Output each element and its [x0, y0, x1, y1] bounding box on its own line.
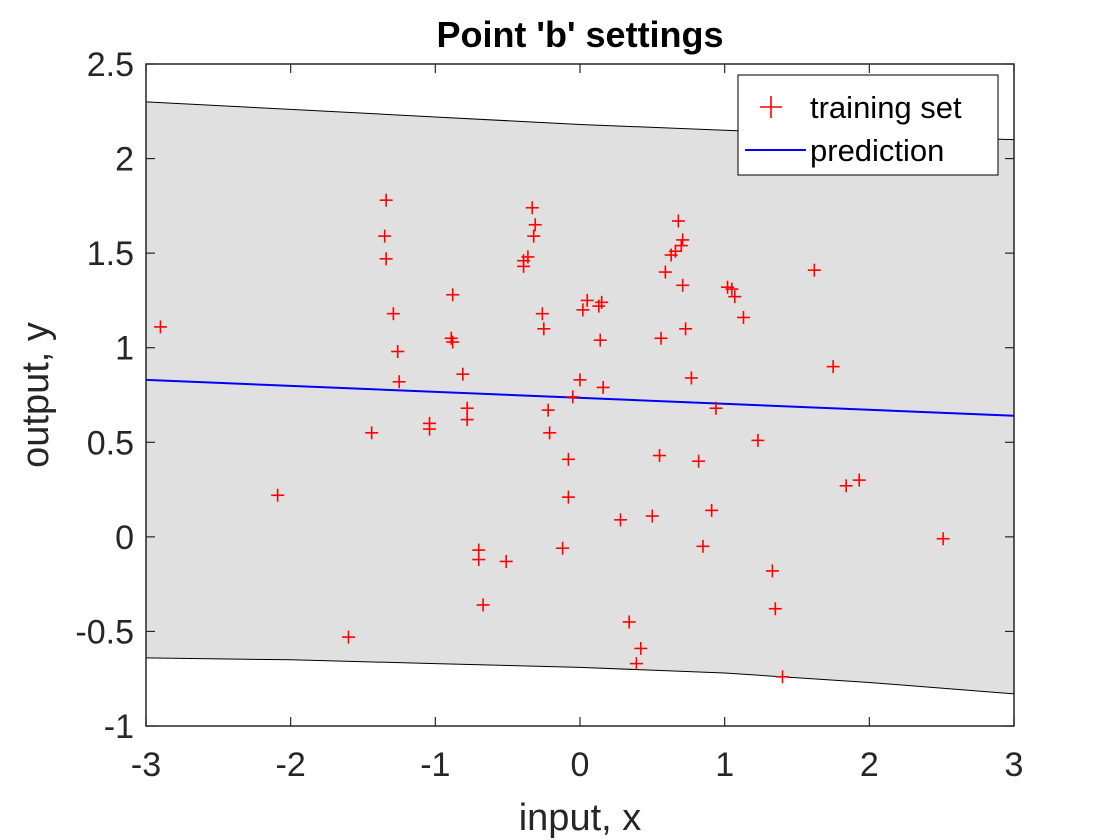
- training-point: [561, 452, 575, 466]
- training-point: [472, 553, 486, 567]
- training-point: [423, 422, 437, 436]
- training-point: [391, 344, 405, 358]
- training-point: [725, 282, 739, 296]
- legend-box: [737, 74, 999, 176]
- training-point: [446, 335, 460, 349]
- y-tick-label: 2: [115, 141, 134, 179]
- x-tick-label: 0: [571, 746, 590, 784]
- training-point: [629, 657, 643, 671]
- training-point: [271, 488, 285, 502]
- training-point: [378, 229, 392, 243]
- training-point: [521, 250, 535, 264]
- confidence-band-lower-edge: [145, 657, 1015, 695]
- training-point: [460, 413, 474, 427]
- training-point: [645, 509, 659, 523]
- x-tick-label: 3: [1005, 746, 1024, 784]
- training-point: [153, 320, 167, 334]
- training-point: [653, 449, 667, 463]
- y-axis-label: output, y: [15, 322, 57, 468]
- training-point: [736, 310, 750, 324]
- training-point: [705, 503, 719, 517]
- training-point: [839, 479, 853, 493]
- training-point: [696, 539, 710, 553]
- training-point: [936, 532, 950, 546]
- training-point: [593, 333, 607, 347]
- y-tick-label: -0.5: [75, 613, 134, 651]
- training-point: [573, 373, 587, 387]
- training-point: [634, 641, 648, 655]
- training-point: [392, 375, 406, 389]
- training-point: [676, 278, 690, 292]
- training-point: [537, 322, 551, 336]
- training-point: [654, 331, 668, 345]
- training-point: [765, 564, 779, 578]
- training-points-layer: [153, 193, 950, 684]
- training-point: [580, 293, 594, 307]
- y-tick-label: 1: [115, 330, 134, 368]
- training-point: [692, 454, 706, 468]
- x-tick-label: -3: [131, 746, 161, 784]
- training-point: [684, 371, 698, 385]
- x-tick-label: -2: [276, 746, 306, 784]
- training-point: [517, 259, 531, 273]
- training-point: [658, 265, 672, 279]
- training-point: [751, 433, 765, 447]
- x-tick-label: 2: [860, 746, 879, 784]
- training-point: [852, 473, 866, 487]
- training-point: [446, 288, 460, 302]
- training-point: [460, 401, 474, 415]
- training-point: [807, 263, 821, 277]
- training-point: [826, 360, 840, 374]
- training-point: [595, 295, 609, 309]
- training-point: [768, 602, 782, 616]
- legend: training set prediction: [737, 74, 999, 176]
- y-tick-label: 1.5: [87, 235, 134, 273]
- training-point: [622, 615, 636, 629]
- training-point: [709, 401, 723, 415]
- training-point: [668, 244, 682, 258]
- training-point: [528, 218, 542, 232]
- training-point: [386, 307, 400, 321]
- x-axis-label: input, x: [519, 797, 642, 839]
- chart-title: Point 'b' settings: [436, 14, 723, 55]
- training-point: [614, 513, 628, 527]
- training-point: [543, 426, 557, 440]
- x-tick-label: 1: [715, 746, 734, 784]
- training-point: [671, 214, 685, 228]
- training-point: [679, 322, 693, 336]
- training-point: [776, 670, 790, 684]
- training-point: [365, 426, 379, 440]
- training-point: [342, 630, 356, 644]
- training-point: [476, 598, 490, 612]
- training-point: [596, 380, 610, 394]
- training-point: [527, 229, 541, 243]
- legend-label-training-set: training set: [810, 90, 962, 125]
- training-point: [566, 390, 580, 404]
- y-tick-label: 0: [115, 519, 134, 557]
- training-point: [541, 403, 555, 417]
- y-tick-label: 2.5: [87, 46, 134, 84]
- axis-ticks-layer: -3 -2 -1 0 1 2 3 -1 -0.5 0 0.5 1 1.5 2 2.5: [75, 46, 1023, 784]
- training-point: [456, 367, 470, 381]
- training-point: [674, 239, 688, 253]
- training-point: [379, 252, 393, 266]
- training-point: [676, 233, 690, 247]
- training-point: [561, 490, 575, 504]
- legend-label-prediction: prediction: [810, 133, 944, 168]
- training-point: [556, 541, 570, 555]
- y-tick-label: 0.5: [87, 424, 134, 462]
- training-point: [535, 307, 549, 321]
- training-point: [728, 290, 742, 304]
- training-point: [499, 554, 513, 568]
- training-point: [379, 193, 393, 207]
- training-point: [576, 303, 590, 317]
- y-tick-label: -1: [104, 708, 134, 746]
- training-point: [525, 201, 539, 215]
- legend-marker-training-set: [760, 96, 782, 118]
- prediction-layer: [145, 378, 1015, 417]
- prediction-line: [145, 378, 1015, 417]
- x-tick-label: -1: [420, 746, 450, 784]
